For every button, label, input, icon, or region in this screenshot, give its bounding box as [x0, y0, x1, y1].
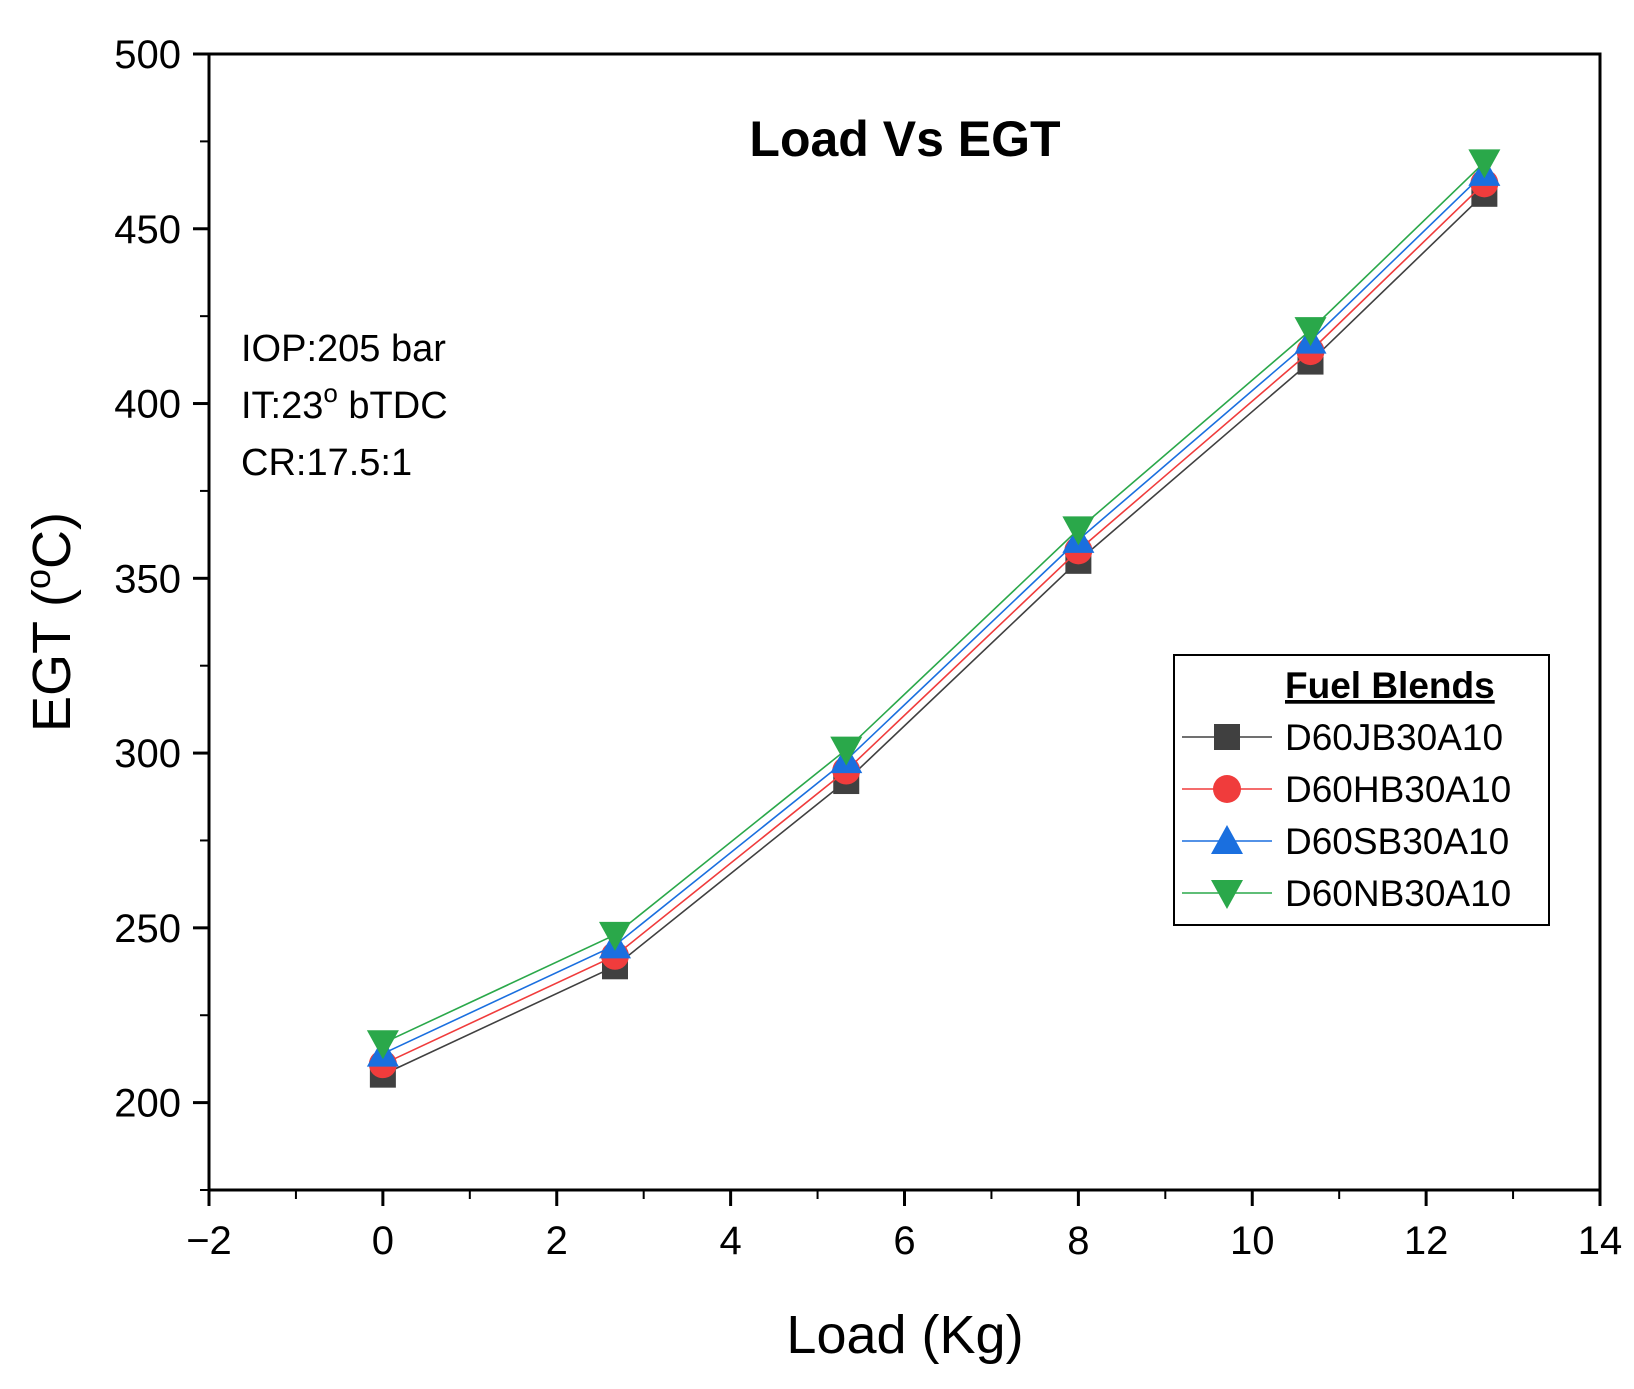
x-tick-label: 6	[893, 1219, 915, 1263]
y-tick-label: 250	[114, 907, 181, 951]
x-tick-label: 12	[1404, 1219, 1449, 1263]
legend-item: D60NB30A10	[1182, 873, 1511, 914]
annotation-it-degree: o	[323, 378, 337, 408]
legend-marker	[1211, 880, 1243, 909]
annotation-it: IT:23o bTDC	[241, 378, 448, 427]
y-axis-title-tail: C)	[22, 512, 82, 569]
series-layer	[366, 149, 1501, 1088]
annotation-cr: CR:17.5:1	[241, 442, 412, 484]
y-tick-label: 200	[114, 1082, 181, 1126]
legend-item: D60JB30A10	[1182, 717, 1503, 758]
axis-ticks: −2 0 2 4 6 8 10 12 14 200 250 300 350 400 450 500	[114, 33, 1622, 1263]
annotation-it-main: IT:23	[241, 385, 323, 427]
series-D60NB30A10	[366, 149, 1501, 1060]
legend-label: D60JB30A10	[1285, 717, 1503, 758]
plot-frame	[207, 52, 1602, 1192]
y-axis-title-main: EGT (	[22, 589, 82, 732]
y-tick-label: 400	[114, 383, 181, 427]
annotation-it-tail: bTDC	[338, 385, 448, 427]
x-tick-label: −2	[186, 1219, 232, 1263]
x-tick-label: 14	[1578, 1219, 1623, 1263]
series-line	[382, 182, 1485, 1065]
y-tick-label: 450	[114, 208, 181, 252]
annotation-iop: IOP:205 bar	[241, 328, 446, 370]
annotation-block: IOP:205 bar IT:23o bTDC CR:17.5:1	[241, 328, 448, 484]
series-line	[382, 161, 1485, 1044]
legend-items: D60JB30A10 D60HB30A10 D60SB30A10 D60NB30A10	[1182, 717, 1511, 914]
x-tick-label: 8	[1067, 1219, 1089, 1263]
legend-label: D60SB30A10	[1285, 821, 1509, 862]
data-point	[1062, 516, 1095, 546]
data-point	[1294, 317, 1327, 347]
legend-title: Fuel Blends	[1285, 665, 1495, 706]
legend-marker	[1214, 724, 1240, 750]
x-tick-label: 4	[720, 1219, 742, 1263]
legend-label: D60NB30A10	[1285, 873, 1511, 914]
legend-item: D60HB30A10	[1182, 769, 1511, 810]
y-tick-label: 300	[114, 732, 181, 776]
x-tick-label: 0	[372, 1219, 394, 1263]
legend-marker	[1213, 775, 1241, 803]
data-point	[1468, 149, 1501, 179]
legend-item: D60SB30A10	[1182, 821, 1509, 862]
y-axis-title-degree: o	[17, 569, 58, 589]
legend: Fuel Blends D60JB30A10 D60HB30A10 D60SB30A…	[1173, 654, 1550, 926]
series-line	[382, 193, 1485, 1076]
legend-label: D60HB30A10	[1285, 769, 1511, 810]
y-tick-label: 350	[114, 557, 181, 601]
y-tick-label: 500	[114, 33, 181, 77]
data-point	[830, 736, 863, 766]
data-point	[598, 921, 631, 951]
series-line	[382, 172, 1485, 1055]
data-point	[366, 1030, 399, 1060]
x-tick-label: 10	[1230, 1219, 1275, 1263]
y-axis-title: EGT (oC)	[17, 512, 82, 732]
x-tick-label: 2	[546, 1219, 568, 1263]
legend-marker	[1211, 825, 1243, 854]
x-axis-title: Load (Kg)	[786, 1305, 1023, 1365]
chart-title: Load Vs EGT	[749, 111, 1060, 167]
